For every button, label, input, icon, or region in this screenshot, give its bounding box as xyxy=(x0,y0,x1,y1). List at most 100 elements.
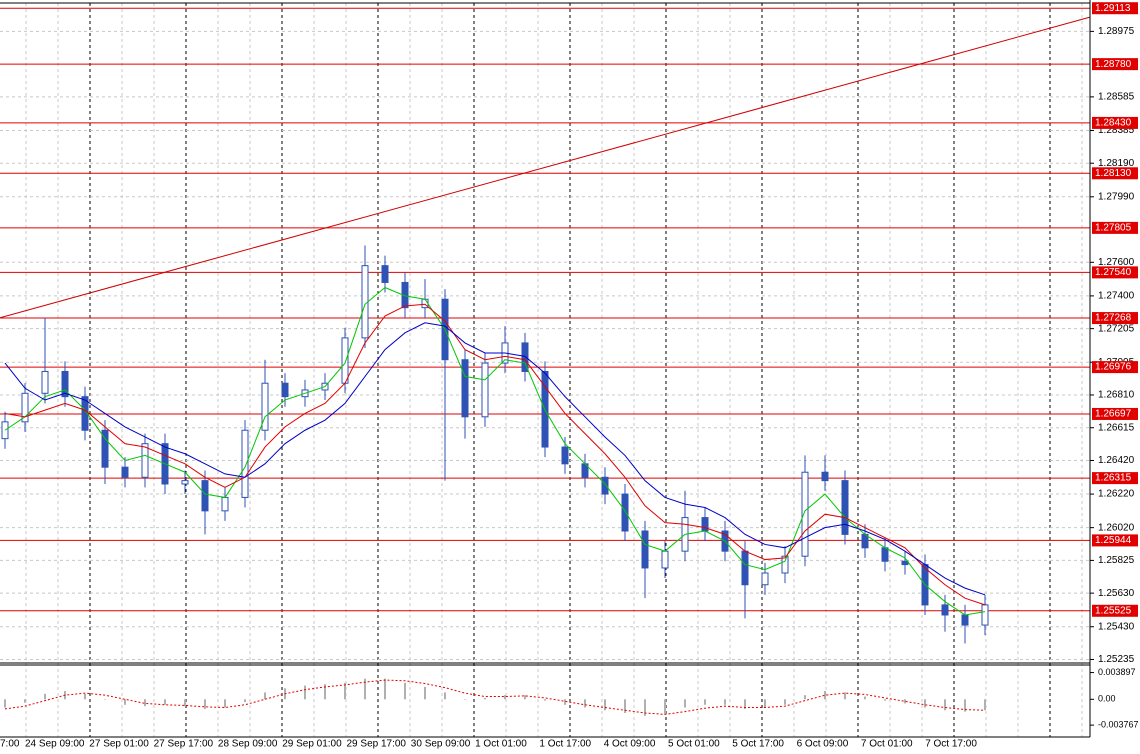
y-tick-label: 1.26810 xyxy=(1098,390,1135,401)
x-tick-label: 27 Sep 01:00 xyxy=(89,739,149,750)
oscillator-bar xyxy=(264,692,266,700)
moving-average xyxy=(4,322,986,596)
y-tick-label: 1.28585 xyxy=(1098,92,1135,103)
level-label-box xyxy=(1092,116,1138,129)
oscillator-bar xyxy=(984,699,986,711)
oscillator-bar xyxy=(564,699,566,705)
y-tick-label: 1.26220 xyxy=(1098,489,1135,500)
candle-body xyxy=(561,446,569,465)
moving-average xyxy=(4,286,986,616)
oscillator-bar xyxy=(884,699,886,701)
moving-average xyxy=(4,303,986,606)
candle-body xyxy=(261,382,269,431)
level-label: 1.26315 xyxy=(1095,473,1132,484)
oscillator-bar xyxy=(664,699,666,715)
level-label: 1.26976 xyxy=(1095,362,1132,373)
candle-body xyxy=(281,382,289,398)
level-label-box xyxy=(1092,472,1138,485)
candle-body xyxy=(841,480,849,535)
oscillator-bar xyxy=(424,686,426,700)
candle-body xyxy=(101,429,109,468)
level-label: 1.27805 xyxy=(1095,223,1132,234)
oscillator-bar xyxy=(704,699,706,705)
candle-body xyxy=(981,604,989,626)
oscillator-bar xyxy=(244,699,246,703)
oscillator-bar xyxy=(4,699,6,708)
oscillator-bar xyxy=(944,699,946,711)
oscillator-bar xyxy=(84,693,86,700)
oscillator-bar xyxy=(824,691,826,700)
candle-body xyxy=(701,517,709,532)
level-label-box xyxy=(1092,312,1138,325)
oscillator-bar xyxy=(124,699,126,705)
candle-body xyxy=(41,370,49,394)
oscillator-bar xyxy=(524,695,526,700)
y-tick-label: 1.26020 xyxy=(1098,522,1135,533)
x-tick-label: 29 Sep 01:00 xyxy=(282,739,342,750)
y-tick-label: -0.003767 xyxy=(1098,719,1139,729)
oscillator-bar xyxy=(624,699,626,713)
x-tick-label: 4 Oct 09:00 xyxy=(604,739,656,750)
candle-body xyxy=(661,550,669,569)
y-tick-label: 1.28975 xyxy=(1098,26,1135,37)
y-tick-label: 1.27600 xyxy=(1098,257,1135,268)
oscillator-signal xyxy=(4,679,986,715)
x-tick-label: 1 Oct 01:00 xyxy=(475,739,527,750)
candle-body xyxy=(221,496,229,512)
candle-body xyxy=(61,370,69,398)
candle-body xyxy=(901,560,909,566)
oscillator-bar xyxy=(384,678,386,700)
candle-body xyxy=(621,493,629,532)
oscillator-bar xyxy=(364,678,366,700)
oscillator-bar xyxy=(724,699,726,705)
candle-body xyxy=(481,362,489,418)
candle-body xyxy=(641,530,649,569)
x-tick-label: 5 Oct 17:00 xyxy=(732,739,784,750)
oscillator-bar xyxy=(804,695,806,700)
oscillator-bar xyxy=(684,699,686,708)
candle-body xyxy=(21,392,29,423)
oscillator-bar xyxy=(604,699,606,711)
level-label: 1.25525 xyxy=(1095,605,1132,616)
y-tick-label: 1.28190 xyxy=(1098,158,1135,169)
candle-body xyxy=(821,471,829,482)
level-label-box xyxy=(1092,534,1138,547)
oscillator-bar xyxy=(864,696,866,700)
y-tick-label: 1.26615 xyxy=(1098,422,1135,433)
candle-body xyxy=(341,337,349,384)
x-tick-label: 1 Oct 17:00 xyxy=(539,739,591,750)
y-tick-label: 1.25630 xyxy=(1098,588,1135,599)
level-label: 1.25944 xyxy=(1095,535,1132,546)
y-tick-label: 1.25825 xyxy=(1098,555,1135,566)
candle-body xyxy=(141,443,149,478)
x-tick-label: 7 Oct 01:00 xyxy=(861,739,913,750)
level-label: 1.27268 xyxy=(1095,313,1132,324)
candle-body xyxy=(801,471,809,557)
level-label: 1.28130 xyxy=(1095,168,1132,179)
oscillator-bar xyxy=(924,699,926,708)
candle-body xyxy=(521,342,529,372)
level-label: 1.28780 xyxy=(1095,59,1132,70)
candle-body xyxy=(881,547,889,562)
level-label-box xyxy=(1092,266,1138,279)
level-label: 1.27540 xyxy=(1095,267,1132,278)
y-tick-label: 0.003897 xyxy=(1098,667,1136,677)
x-tick-label: 28 Sep 09:00 xyxy=(218,739,278,750)
y-tick-label: 1.27990 xyxy=(1098,191,1135,202)
candle-body xyxy=(601,476,609,495)
oscillator-bar xyxy=(484,697,486,700)
oscillator-bar xyxy=(504,695,506,700)
candle-body xyxy=(201,480,209,512)
candle-body xyxy=(241,429,249,498)
y-tick-label: 1.27400 xyxy=(1098,291,1135,302)
level-label-box xyxy=(1092,2,1138,15)
candle-body xyxy=(121,466,129,478)
level-label-box xyxy=(1092,407,1138,420)
oscillator-bar xyxy=(844,692,846,700)
x-tick-label: 6 Oct 09:00 xyxy=(797,739,849,750)
level-label-box xyxy=(1092,58,1138,71)
oscillator-bar xyxy=(344,682,346,700)
level-label: 1.29113 xyxy=(1095,3,1131,14)
oscillator-bar xyxy=(304,685,306,700)
